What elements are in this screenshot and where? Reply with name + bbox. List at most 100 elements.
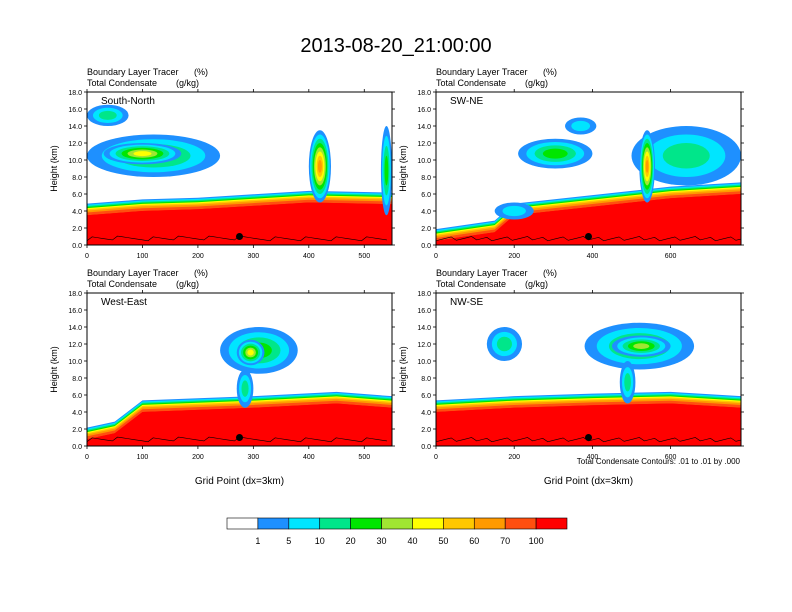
panel-frame [435, 91, 742, 246]
x-tick-label: 600 [665, 253, 677, 260]
x-tick-label: 0 [85, 253, 89, 260]
cloud-level-2 [571, 120, 591, 132]
cloud-level-8 [645, 160, 649, 173]
y-tick-label: 10.0 [68, 359, 82, 366]
x-axis-label: Grid Point (dx=3km) [195, 476, 284, 487]
y-tick-label: 16.0 [68, 308, 82, 315]
x-tick-label: 200 [192, 253, 204, 260]
y-tick-label: 2.0 [421, 427, 431, 434]
colorbar-box-3 [319, 517, 351, 530]
y-tick-label: 16.0 [417, 107, 431, 114]
colorbar-label-5: 5 [286, 536, 291, 546]
colorbar-label-100: 100 [529, 536, 544, 546]
x-tick-label: 200 [508, 253, 520, 260]
panel-frame [86, 292, 393, 447]
cloud-2 [565, 117, 597, 135]
cloud-3 [103, 143, 182, 165]
cloud-level-3 [624, 373, 631, 392]
panel-title-line1: Boundary Layer Tracer [436, 67, 528, 77]
y-axis-label: Height (km) [49, 346, 59, 393]
colorbar-box-6 [412, 517, 444, 530]
y-tick-label: 6.0 [421, 393, 431, 400]
pbl-core [436, 194, 741, 245]
y-tick-label: 14.0 [68, 124, 82, 131]
panel-label: SW-NE [450, 96, 483, 107]
y-tick-label: 18.0 [68, 291, 82, 298]
y-tick-label: 2.0 [421, 226, 431, 233]
colorbar-label-30: 30 [377, 536, 387, 546]
panel-frame [86, 91, 393, 246]
cloud-5 [380, 126, 392, 216]
y-tick-label: 12.0 [68, 342, 82, 349]
cloud-level-3 [98, 110, 117, 120]
y-axis-label: Height (km) [398, 145, 408, 192]
cloud-level-3 [241, 380, 249, 397]
y-tick-label: 16.0 [68, 107, 82, 114]
cloud-3 [631, 126, 741, 186]
y-tick-label: 8.0 [72, 175, 82, 182]
panel-title-unit2: (g/kg) [176, 279, 199, 289]
terrain-line [87, 436, 387, 443]
panel-label: South-North [101, 96, 155, 107]
y-axis-label: Height (km) [49, 145, 59, 192]
y-tick-label: 2.0 [72, 226, 82, 233]
y-tick-label: 18.0 [68, 90, 82, 97]
y-tick-label: 8.0 [72, 376, 82, 383]
pbl-core [436, 403, 741, 446]
cloud-4 [308, 130, 331, 203]
colorbar-label-60: 60 [469, 536, 479, 546]
y-tick-label: 18.0 [417, 90, 431, 97]
panel-title-line1: Boundary Layer Tracer [436, 268, 528, 278]
pbl-core [87, 202, 392, 245]
y-tick-label: 4.0 [72, 209, 82, 216]
pbl-core [87, 403, 392, 446]
panel-frame [435, 292, 742, 447]
panel-title-unit2: (g/kg) [176, 78, 199, 88]
panel-label: West-East [101, 297, 147, 308]
panel-title-line2: Total Condensate [436, 78, 506, 88]
panel-3: Boundary Layer Tracer (%) Total Condensate… [49, 268, 395, 487]
panel-title-unit1: (%) [194, 268, 208, 278]
x-tick-label: 300 [248, 253, 260, 260]
cloud-1 [486, 327, 523, 361]
cloud-3 [236, 369, 254, 408]
x-tick-label: 100 [137, 253, 149, 260]
y-tick-label: 10.0 [417, 158, 431, 165]
panel-title-unit2: (g/kg) [525, 279, 548, 289]
location-marker [236, 233, 243, 240]
y-tick-label: 4.0 [72, 410, 82, 417]
y-tick-label: 4.0 [421, 209, 431, 216]
location-marker [585, 434, 592, 441]
colorbar-box-0 [226, 517, 259, 530]
y-tick-label: 16.0 [417, 308, 431, 315]
x-tick-label: 100 [137, 454, 149, 461]
y-tick-label: 12.0 [68, 141, 82, 148]
colorbar-box-2 [288, 517, 321, 530]
panel-2: Boundary Layer Tracer (%) Total Condensate… [398, 67, 744, 260]
y-tick-label: 12.0 [417, 141, 431, 148]
x-tick-label: 500 [358, 253, 370, 260]
cloud-level-3 [662, 143, 710, 169]
x-tick-label: 400 [303, 454, 315, 461]
x-tick-label: 400 [587, 253, 599, 260]
plot-area [87, 327, 392, 446]
y-tick-label: 10.0 [417, 359, 431, 366]
x-tick-label: 0 [434, 454, 438, 461]
colorbar-box-4 [350, 517, 382, 530]
panel-4: Boundary Layer Tracer (%) Total Condensate… [398, 268, 744, 487]
y-tick-label: 14.0 [68, 325, 82, 332]
x-tick-label: 200 [192, 454, 204, 461]
colorbar-box-10 [535, 517, 568, 530]
y-tick-label: 0.0 [72, 444, 82, 451]
cloud-level-6 [133, 151, 152, 157]
cloud-level-2 [502, 205, 526, 217]
cloud-4 [619, 361, 636, 404]
plot-area [436, 117, 741, 245]
x-tick-label: 300 [248, 454, 260, 461]
location-marker [585, 233, 592, 240]
cloud-4 [639, 130, 655, 203]
y-tick-label: 8.0 [421, 376, 431, 383]
cloud-level-6 [247, 349, 254, 356]
x-tick-label: 0 [85, 454, 89, 461]
